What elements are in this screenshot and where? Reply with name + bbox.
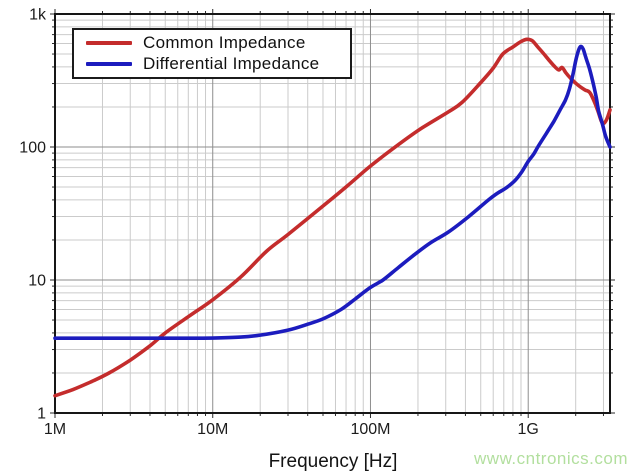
legend-line-sample-differential [86, 62, 132, 66]
legend: Common Impedance Differential Impedance [72, 28, 352, 79]
y-tick-label-1: 1 [37, 406, 46, 423]
watermark: www.cntronics.com [474, 449, 628, 468]
differential-impedance-curve [53, 44, 612, 341]
y-tick-label-100: 100 [19, 140, 46, 157]
common-impedance-curve [53, 37, 612, 398]
curves [53, 37, 612, 398]
x-axis-title: Frequency [Hz] [268, 451, 398, 472]
x-tick-label-1G: 1G [518, 421, 539, 438]
legend-item-differential-impedance: Differential Impedance [86, 54, 350, 73]
legend-label-differential: Differential Impedance [143, 54, 320, 73]
legend-item-common-impedance: Common Impedance [86, 33, 350, 52]
x-tick-label-100M: 100M [350, 421, 390, 438]
tick-labels: 1M 10M 100M 1G 1 10 100 1k [19, 7, 539, 439]
x-tick-label-10M: 10M [197, 421, 228, 438]
x-tick-label-1M: 1M [44, 421, 66, 438]
y-tick-label-1k: 1k [29, 7, 47, 24]
plot-border [54, 13, 611, 414]
legend-line-sample-common [86, 41, 132, 45]
legend-label-common: Common Impedance [143, 33, 306, 52]
y-tick-label-10: 10 [28, 273, 46, 290]
